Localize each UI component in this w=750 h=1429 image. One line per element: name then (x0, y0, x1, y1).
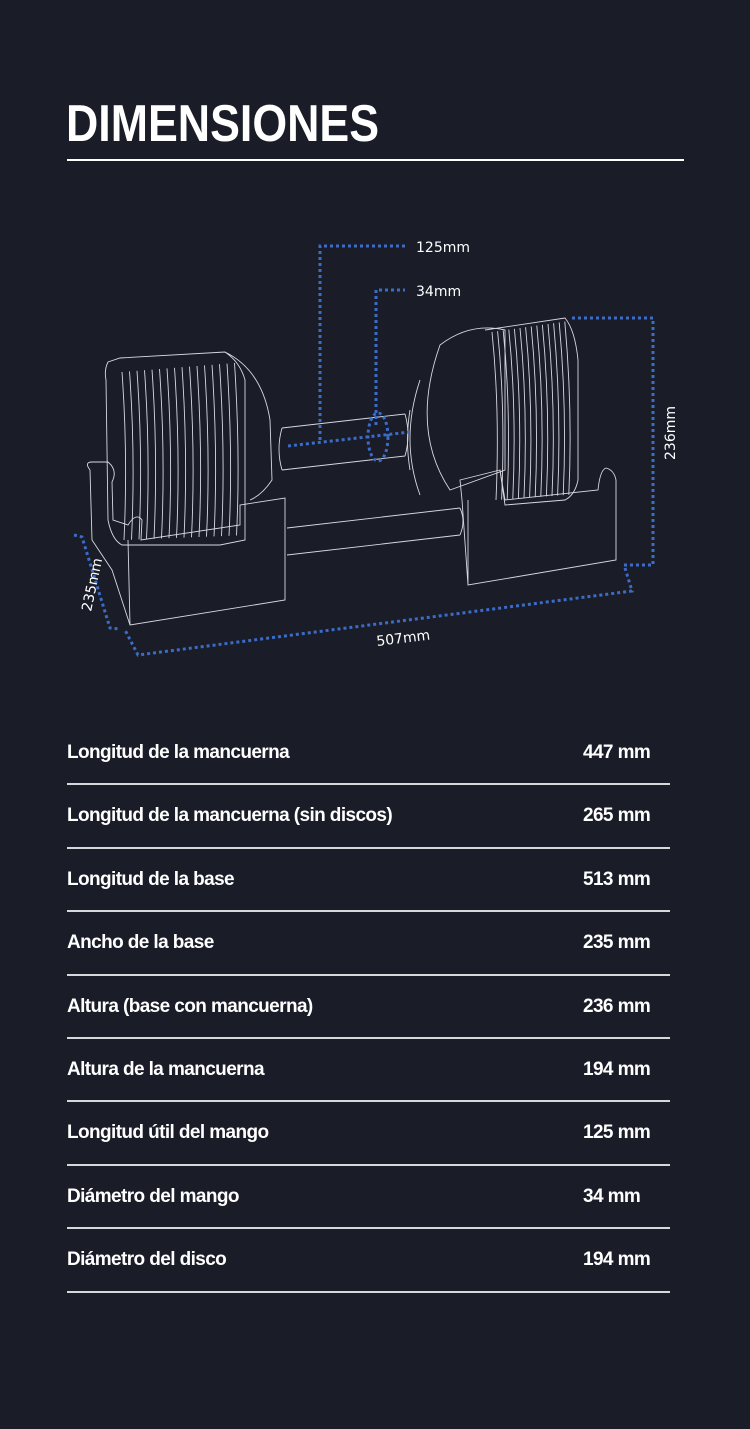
height-label: 236mm (663, 406, 679, 460)
handle-diameter-line (374, 288, 405, 425)
plate-edge-line (525, 327, 532, 498)
plate-edge-line (530, 326, 537, 498)
plate-edge-line (219, 364, 224, 537)
plate-edge-line (159, 368, 164, 539)
plate-edge-line (174, 367, 179, 538)
plate-edge-line (558, 322, 565, 496)
plate-edge-line (211, 364, 217, 537)
plate-edge-line (181, 367, 187, 538)
plate-edge-line (508, 329, 515, 499)
left-plate-stack (104, 351, 273, 546)
spec-row: Longitud de la mancuerna (sin discos) 265… (67, 785, 670, 849)
spec-label: Altura (base con mancuerna) (67, 995, 313, 1017)
plate-edge-line (166, 368, 172, 539)
spec-label: Longitud de la base (67, 868, 235, 890)
plate-edge-line (564, 321, 571, 495)
spec-label: Ancho de la base (67, 932, 214, 954)
spec-row: Longitud de la mancuerna 447 mm (67, 722, 670, 786)
plate-edge-line (547, 323, 554, 497)
base-bar (286, 507, 464, 556)
spec-label: Diámetro del mango (67, 1185, 239, 1207)
plate-edge-line (121, 371, 127, 541)
spec-row: Longitud útil del mango 125 mm (67, 1102, 670, 1166)
right-base (459, 467, 617, 586)
spec-value: 235 mm (583, 932, 651, 954)
spec-value: 125 mm (583, 1122, 651, 1144)
specs-table: Longitud de la mancuerna 447 mm Longitud d… (67, 722, 670, 1293)
dimension-lines (73, 244, 655, 657)
length-line (123, 567, 634, 657)
spec-row: Longitud de la base 513 mm (67, 849, 670, 913)
plate-edge-line (204, 365, 209, 537)
plate-edge-line (513, 328, 521, 499)
spec-value: 194 mm (583, 1249, 651, 1271)
dumbbell-wireframe (87, 317, 617, 626)
plate-edge-line (502, 330, 509, 500)
plate-edge-line (144, 370, 149, 540)
plate-edge-line (189, 366, 194, 538)
plate-edge-line (553, 323, 560, 496)
spec-value: 447 mm (583, 742, 651, 763)
right-hub (407, 327, 506, 496)
left-base (87, 461, 286, 626)
spec-row: Altura (base con mancuerna) 236 mm (67, 976, 670, 1039)
plate-edge-line (226, 363, 232, 536)
spec-row: Ancho de la base 235 mm (67, 912, 670, 976)
length-label: 507mm (376, 628, 432, 650)
handle-diameter-label: 34mm (416, 284, 461, 300)
spec-label: Longitud de la mancuerna (sin discos) (67, 805, 393, 827)
plate-edge-line (541, 324, 549, 497)
spec-row: Altura de la mancuerna 194 mm (67, 1039, 670, 1103)
spec-value: 194 mm (583, 1058, 651, 1080)
spec-label: Diámetro del disco (67, 1249, 227, 1271)
height-line (572, 316, 655, 567)
plate-edge-line (536, 325, 543, 497)
right-plate-stack (484, 317, 579, 506)
spec-label: Longitud de la mancuerna (67, 742, 290, 763)
spec-row: Diámetro del disco 194 mm (67, 1229, 670, 1293)
spec-label: Altura de la mancuerna (67, 1058, 265, 1080)
dumbbell-dimension-diagram: 125mm 34mm 236mm 507mm 235mm (73, 240, 679, 657)
width-line (73, 533, 121, 631)
handle-length-line (287, 244, 411, 448)
title-divider (67, 159, 684, 161)
spec-value: 265 mm (583, 805, 651, 827)
page-title: DIMENSIONES (66, 95, 380, 153)
plate-edge-line (196, 365, 202, 538)
spec-row: Diámetro del mango 34 mm (67, 1166, 670, 1230)
left-plate-lines (121, 362, 239, 541)
handle-diameter-ellipse (366, 411, 390, 463)
spec-label: Longitud útil del mango (67, 1122, 269, 1144)
spec-value: 236 mm (583, 995, 651, 1017)
plate-edge-line (129, 371, 134, 540)
handle-length-label: 125mm (416, 240, 470, 256)
plate-edge-line (491, 331, 498, 501)
spec-value: 513 mm (583, 868, 651, 890)
plate-edge-line (497, 331, 504, 500)
right-plate-lines (491, 321, 571, 501)
plate-edge-line (151, 369, 157, 539)
plate-edge-line (519, 327, 526, 499)
handle (278, 413, 409, 471)
plate-edge-line (136, 370, 142, 540)
spec-value: 34 mm (583, 1185, 641, 1207)
plate-edge-line (234, 362, 239, 536)
